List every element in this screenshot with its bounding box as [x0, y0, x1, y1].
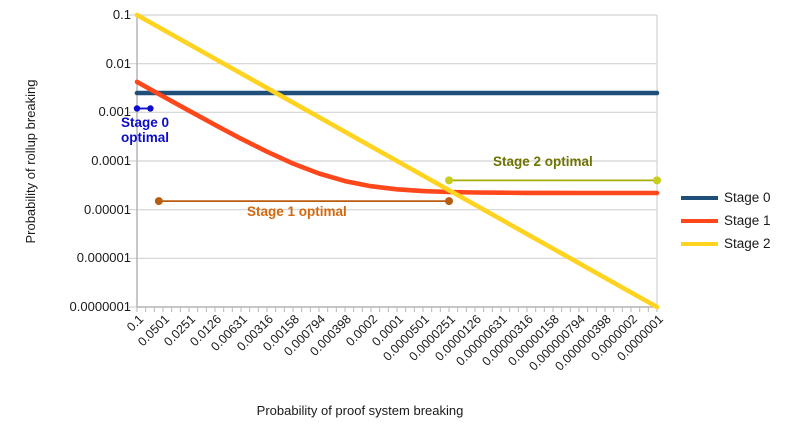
legend-swatch-stage2 — [681, 241, 718, 246]
x-axis-title: Probability of proof system breaking — [256, 403, 464, 418]
annotation-stage1-optimal: Stage 1 optimal — [247, 204, 347, 219]
annotation-dot-stage2-start — [445, 176, 454, 185]
annotation-dot-stage1-start — [154, 197, 163, 206]
legend-label-stage1: Stage 1 — [724, 213, 771, 228]
y-tick-label: 0.00001 — [84, 201, 131, 217]
annotation-dot-stage0-end — [147, 105, 154, 112]
y-tick-label: 0.001 — [98, 104, 131, 120]
y-tick-label: 0.0001 — [91, 153, 131, 168]
legend: Stage 0 Stage 1 Stage 2 — [681, 186, 771, 255]
legend-swatch-stage1 — [681, 218, 718, 223]
series-line-stage-1 — [134, 79, 660, 196]
y-tick-label: 0.0000001 — [69, 299, 131, 314]
y-tick-label: 0.01 — [105, 55, 131, 71]
legend-label-stage2: Stage 2 — [724, 236, 771, 251]
legend-item-stage0: Stage 0 — [681, 186, 771, 209]
series-line-stage-2 — [134, 12, 660, 310]
legend-swatch-stage0 — [681, 195, 718, 200]
y-tick-label: 0.000001 — [76, 250, 131, 266]
annotation-stage0-optimal: Stage 0 optimal — [121, 115, 170, 145]
annotation-stage2-optimal: Stage 2 optimal — [493, 154, 593, 169]
annotation-dot-stage1-end — [445, 197, 454, 206]
legend-label-stage0: Stage 0 — [724, 190, 771, 205]
y-axis-title: Probability of rollup breaking — [23, 79, 38, 244]
annotation-dot-stage2-end — [653, 176, 661, 185]
legend-item-stage1: Stage 1 — [681, 209, 771, 232]
legend-item-stage2: Stage 2 — [681, 232, 771, 255]
annotation-dot-stage0-start — [133, 105, 141, 112]
y-tick-label: 0.1 — [112, 7, 131, 22]
